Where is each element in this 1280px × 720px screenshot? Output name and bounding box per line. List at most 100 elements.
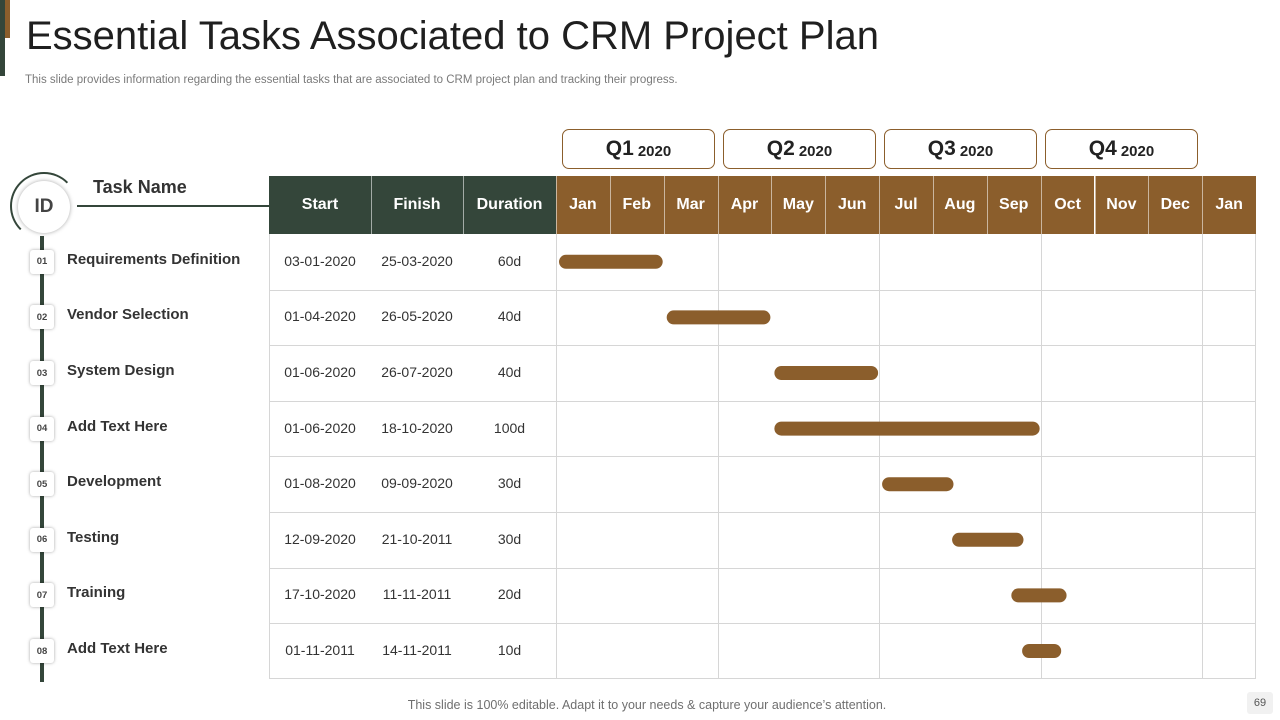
row-divider [269,567,1256,569]
task-name: Development [67,473,162,491]
column-header-separator [463,176,464,234]
month-header: Dec [1148,176,1203,234]
month-header-separator [1148,176,1150,234]
finish-cell: 21-10-2011 [381,530,453,547]
task-id-badge: 08 [30,639,54,663]
duration-cell: 40d [497,308,522,325]
quarter-year: 2020 [637,143,672,160]
quarter-divider [556,234,557,679]
month-header-separator [932,176,934,234]
month-header: Feb [609,176,664,234]
column-header-duration: Duration [463,176,556,234]
month-header-separator [1094,176,1096,234]
row-divider [269,289,1256,291]
month-header-separator [1202,176,1204,234]
finish-cell: 14-11-2011 [382,642,452,658]
quarter-divider [1040,234,1042,679]
month-header-separator [986,176,988,234]
month-header: Nov [1094,176,1149,234]
quarter-year: 2020 [959,143,994,160]
start-cell: 17-10-2020 [284,586,356,603]
task-id-badge: 05 [30,472,54,497]
duration-cell: 40d [497,364,522,380]
quarter-divider [879,234,881,679]
month-header: Jul [879,176,933,234]
task-id-badge: 01 [30,249,54,274]
column-header-separator [371,176,372,234]
duration-cell: 30d [497,475,522,492]
finish-cell: 26-07-2020 [381,364,453,380]
quarter-label: Q4 [1088,137,1117,160]
slide-title: Essential Tasks Associated to CRM Projec… [26,14,879,58]
month-header-separator [717,176,719,234]
quarter-label: Q2 [766,137,795,160]
month-header: Jun [825,176,880,234]
month-header: May [771,176,826,234]
quarter-box-q3: Q3 2020 [884,129,1037,169]
finish-cell: 09-09-2020 [381,475,453,492]
month-header-separator [663,176,665,234]
start-cell: 01-11-2011 [285,642,355,658]
month-header: Apr [717,176,772,234]
task-name-underline [77,205,271,207]
row-divider [269,623,1256,625]
quarter-divider [717,234,719,679]
month-header-separator [825,176,827,234]
duration-cell: 20d [497,586,522,603]
quarter-box-q4: Q4 2020 [1045,129,1198,169]
finish-cell: 25-03-2020 [381,252,453,269]
month-header-separator [771,176,773,234]
start-cell: 12-09-2020 [284,530,356,547]
start-cell: 01-08-2020 [284,475,356,492]
duration-cell: 100d [493,419,526,436]
column-header-separator [556,176,557,234]
start-cell: 01-06-2020 [284,364,356,380]
start-cell: 01-06-2020 [284,419,356,436]
quarter-year: 2020 [798,143,833,160]
month-header: Aug [932,176,987,234]
task-name-header: Task Name [93,177,187,197]
month-header-separator [879,176,881,234]
start-cell: 01-04-2020 [284,308,356,325]
quarter-box-q1: Q1 2020 [562,129,715,169]
month-header: Jan [556,176,610,234]
month-header: Jan [1202,176,1257,234]
month-header-separator [1040,176,1042,234]
duration-cell: 60d [497,252,522,269]
task-id-badge: 04 [30,416,54,441]
month-header: Oct [1040,176,1095,234]
task-name: Training [67,584,126,602]
column-header-start: Start [269,176,371,234]
task-id-badge: 06 [30,527,54,552]
page-number: 69 [1247,692,1273,714]
timeline-line [40,236,44,682]
row-divider [269,512,1256,513]
footer-text: This slide is 100% editable. Adapt it to… [407,698,887,712]
duration-cell: 10d [497,642,522,658]
month-header-separator [609,176,611,234]
finish-cell: 26-05-2020 [381,308,453,325]
column-header-finish: Finish [371,176,463,234]
slide-subtitle: This slide provides information regardin… [25,74,678,86]
accent-bar-brown [5,0,10,38]
task-name: Vendor Selection [67,306,189,324]
quarter-box-q2: Q2 2020 [723,129,876,169]
task-name: Add Text Here [67,640,168,657]
task-name: System Design [67,362,175,379]
quarter-label: Q1 [605,137,634,160]
duration-cell: 30d [497,530,522,547]
row-divider [269,345,1256,347]
quarter-year: 2020 [1120,143,1155,160]
id-header: ID [18,181,70,233]
row-divider [269,400,1256,402]
month-header: Mar [663,176,718,234]
quarter-label: Q3 [927,137,956,160]
task-id-badge: 02 [30,305,54,330]
task-id-badge: 03 [30,361,54,385]
finish-cell: 18-10-2020 [381,419,453,436]
accent-bar-dark [0,0,5,76]
month-header: Sep [986,176,1041,234]
finish-cell: 11-11-2011 [382,586,452,603]
id-arc-decoration [10,172,78,240]
task-id-badge: 07 [30,583,54,608]
